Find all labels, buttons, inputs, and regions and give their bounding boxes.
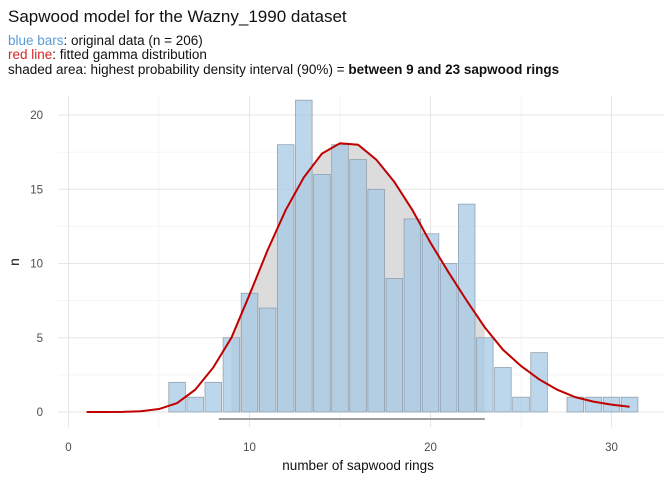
histogram-bar [458,203,476,413]
y-tick-label: 5 [37,333,43,345]
legend-shaded-area-text: shaded area: highest probability density… [8,62,349,77]
x-tick-label: 20 [424,442,437,454]
y-tick-label: 10 [30,259,43,271]
histogram-bar [421,233,440,413]
legend-red-line-key: red line [8,47,53,62]
chart-title: Sapwood model for the Wazny_1990 dataset [8,7,347,26]
histogram-bar [439,263,458,413]
gamma-curve-line [86,142,630,413]
histogram-bar [620,396,639,413]
histogram-bar [403,218,422,413]
y-tick-label: 15 [30,184,43,196]
histogram-bar [277,144,295,413]
histogram-bar [258,307,277,413]
histogram-bar [494,367,512,413]
histogram-bar [512,396,530,413]
histogram-bar [295,99,313,413]
subtitle-line-2: red line: fitted gamma distribution [8,47,207,62]
histogram-bar [186,396,204,413]
x-tick-label: 30 [605,442,618,454]
x-tick-label: 0 [65,442,71,454]
subtitle-line-1: blue bars: original data (n = 206) [8,33,203,48]
histogram-bar [349,159,367,413]
histogram-bar [385,278,403,413]
histogram-bar [168,381,186,413]
y-tick-label: 20 [30,110,43,122]
histogram-bar [204,381,222,413]
histogram-bar [530,352,548,413]
legend-blue-bars-text: : original data (n = 206) [63,33,203,48]
histogram-bar [331,144,349,413]
legend-red-line-text: : fitted gamma distribution [52,47,207,62]
y-axis-label: n [7,258,22,266]
x-axis-label: number of sapwood rings [282,458,434,473]
y-tick-label: 0 [37,407,43,419]
hdi-interval-text: between 9 and 23 sapwood rings [348,62,560,77]
x-tick-label: 10 [243,442,256,454]
histogram-bar [367,188,385,413]
histogram-bar [313,174,331,413]
subtitle-line-3: shaded area: highest probability density… [8,62,559,77]
histogram-bar [476,337,494,413]
legend-blue-bars-key: blue bars [8,33,64,48]
